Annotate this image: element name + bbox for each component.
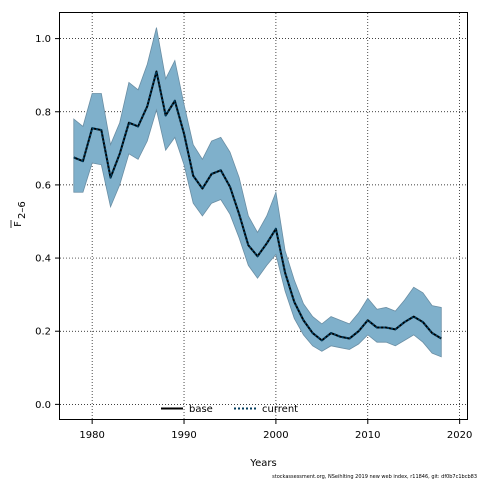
x-tick-label-3: 2010 [355,430,380,441]
legend-current-label: current [262,404,298,415]
y-axis-title-main: F [13,221,24,227]
y-axis-title-subscript: 2–6 [17,201,28,219]
x-axis-title: Years [249,458,276,469]
y-tick-label-4: 0.8 [35,107,51,118]
x-axis: 1980 1990 2000 2010 2020 [79,419,472,441]
y-tick-label-0: 0.0 [35,400,51,411]
legend-base-label: base [189,404,213,415]
watermark: stockassessment.org, NSeihlting 2019 new… [272,474,477,480]
y-tick-label-5: 1.0 [35,34,51,45]
x-tick-label-0: 1980 [79,430,104,441]
y-tick-label-2: 0.4 [35,254,51,265]
x-tick-label-4: 2020 [447,430,472,441]
series-layer [73,70,442,342]
series-line-current [73,70,442,342]
y-tick-label-3: 0.6 [35,180,51,191]
x-tick-label-2: 2000 [263,430,288,441]
legend: base current [161,404,298,415]
y-axis: 0.0 0.2 0.4 0.6 0.8 1.0 [35,34,60,411]
x-tick-label-1: 1990 [171,430,196,441]
y-tick-label-1: 0.2 [35,327,51,338]
confidence-band [73,27,442,358]
y-axis-title: F 2–6 [10,201,28,228]
confidence-band-layer [73,27,442,358]
plot-frame [59,12,468,420]
